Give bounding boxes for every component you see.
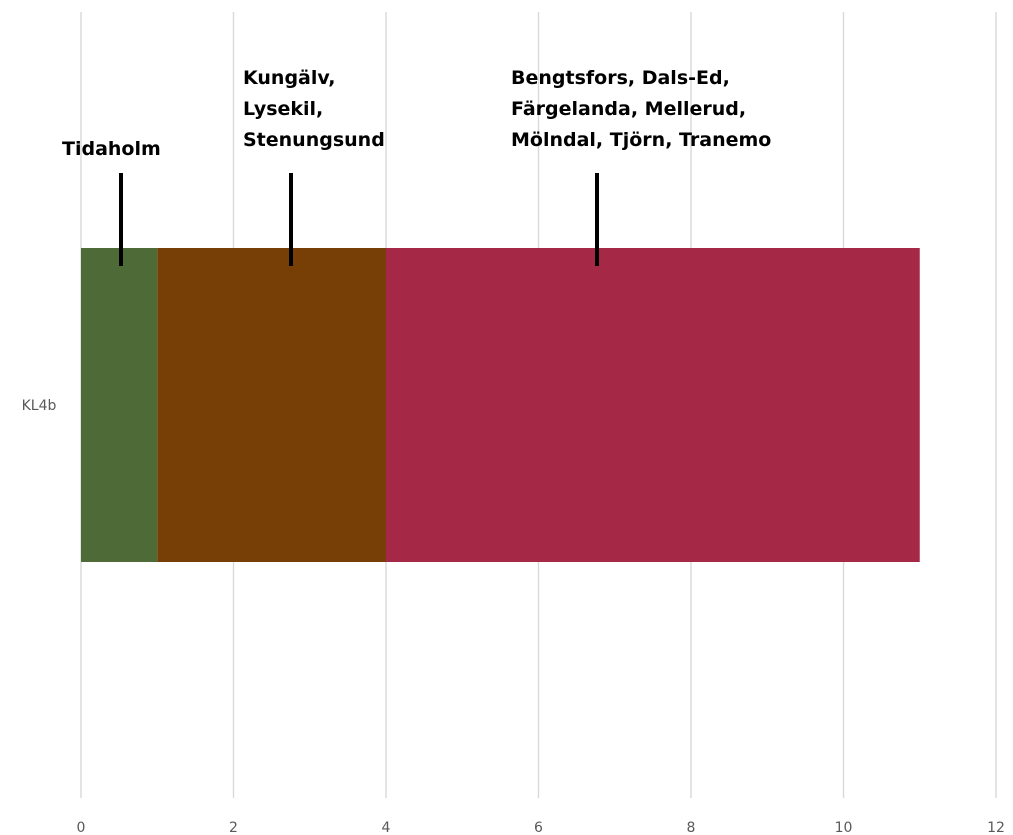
- annotation-label-3: Mölndal, Tjörn, Tranemo: [511, 129, 771, 151]
- annotations: Tidaholm Kungälv, Lysekil, Stenungsund Bengt…: [62, 67, 771, 266]
- annotation-label-2: Lysekil,: [243, 98, 323, 120]
- y-axis-categories: KL4b: [22, 398, 57, 414]
- x-tick-label: 10: [835, 820, 853, 835]
- annotation-label-2: Kungälv,: [243, 67, 335, 89]
- x-tick-label: 6: [534, 820, 543, 835]
- bars: [81, 248, 920, 562]
- x-tick-label: 0: [77, 820, 86, 835]
- annotation-label-3: Bengtsfors, Dals-Ed,: [511, 67, 730, 89]
- x-tick-label: 2: [229, 820, 238, 835]
- annotation-label-2: Stenungsund: [243, 129, 385, 151]
- x-tick-label: 8: [687, 820, 696, 835]
- x-tick-label: 4: [382, 820, 391, 835]
- bar-segment-2: [157, 248, 386, 562]
- x-tick-label: 12: [987, 820, 1005, 835]
- bar-segment-1: [81, 248, 158, 562]
- x-axis-ticks: 0 2 4 6 8 10 12: [77, 820, 1005, 835]
- annotation-label-1: Tidaholm: [62, 138, 161, 160]
- category-label: KL4b: [22, 398, 57, 414]
- bar-segment-3: [386, 248, 920, 562]
- annotation-label-3: Färgelanda, Mellerud,: [511, 98, 746, 120]
